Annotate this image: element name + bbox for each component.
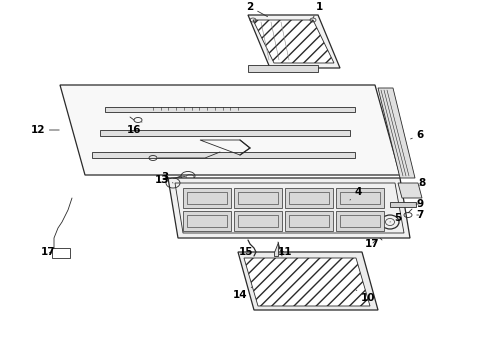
Text: 10: 10 [356,290,375,303]
Text: 17: 17 [41,247,55,257]
Polygon shape [105,107,355,112]
Polygon shape [390,202,416,207]
Polygon shape [52,248,70,258]
Polygon shape [336,211,384,231]
Text: 16: 16 [127,122,142,135]
Text: 1: 1 [313,2,322,18]
Polygon shape [336,188,384,208]
Polygon shape [168,178,410,238]
Text: 7: 7 [416,210,424,220]
Text: 5: 5 [390,213,402,223]
Polygon shape [183,211,231,231]
Text: 8: 8 [418,178,426,188]
Polygon shape [234,211,282,231]
Text: 14: 14 [233,287,252,300]
Text: 9: 9 [416,199,423,209]
Polygon shape [398,183,422,198]
Polygon shape [244,258,370,306]
Text: 13: 13 [155,175,185,185]
Text: 6: 6 [411,130,424,140]
Polygon shape [183,188,231,208]
Text: 12: 12 [31,125,59,135]
Text: 17: 17 [365,239,379,249]
Polygon shape [92,152,355,158]
Text: 4: 4 [350,187,362,200]
Polygon shape [285,211,333,231]
Text: 11: 11 [278,247,292,257]
Polygon shape [253,20,334,63]
Polygon shape [234,188,282,208]
Polygon shape [60,85,400,175]
Polygon shape [238,252,378,310]
Polygon shape [248,15,340,68]
Polygon shape [274,242,278,256]
Polygon shape [248,65,318,72]
Polygon shape [100,130,350,136]
Polygon shape [285,188,333,208]
Text: 2: 2 [246,2,268,17]
Polygon shape [378,88,415,178]
Text: 3: 3 [161,172,173,183]
Text: 15: 15 [239,247,253,257]
